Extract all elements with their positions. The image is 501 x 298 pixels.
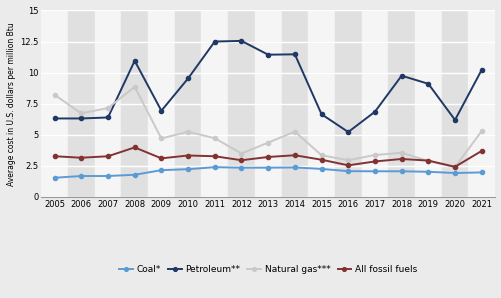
Bar (95, 10, 121, 197)
Bar (227, 10, 255, 197)
Coal* (52, 176, 58, 179)
Coal* (318, 167, 324, 171)
All fossil fuels (52, 154, 58, 158)
Bar (255, 10, 281, 197)
All fossil fuels (265, 155, 271, 159)
Petroleum** (398, 74, 404, 77)
All fossil fuels (371, 160, 377, 163)
Petroleum** (318, 112, 324, 116)
Petroleum** (238, 39, 244, 43)
Natural gas*** (105, 106, 111, 110)
All fossil fuels (78, 156, 84, 159)
Bar (414, 10, 441, 197)
Line: All fossil fuels: All fossil fuels (53, 145, 483, 169)
Petroleum** (211, 40, 217, 43)
Petroleum** (105, 116, 111, 119)
All fossil fuels (318, 158, 324, 162)
Bar (387, 10, 414, 197)
Petroleum** (478, 68, 484, 72)
All fossil fuels (211, 154, 217, 158)
Coal* (451, 171, 457, 175)
Y-axis label: Average cost in U.S. dollars per million Btu: Average cost in U.S. dollars per million… (7, 22, 16, 186)
Natural gas*** (345, 159, 351, 162)
All fossil fuels (424, 159, 430, 162)
Natural gas*** (211, 136, 217, 140)
Bar (467, 10, 494, 197)
Bar (281, 10, 308, 197)
Natural gas*** (398, 151, 404, 155)
Natural gas*** (451, 165, 457, 169)
Coal* (105, 174, 111, 178)
Coal* (185, 167, 191, 171)
Natural gas*** (478, 129, 484, 133)
Coal* (371, 170, 377, 173)
Petroleum** (451, 118, 457, 122)
All fossil fuels (345, 164, 351, 167)
Natural gas*** (131, 85, 137, 89)
Coal* (78, 174, 84, 178)
Petroleum** (158, 109, 164, 113)
All fossil fuels (291, 153, 297, 157)
Bar (201, 10, 227, 197)
All fossil fuels (398, 157, 404, 161)
Coal* (424, 170, 430, 173)
Bar (361, 10, 387, 197)
Natural gas*** (185, 130, 191, 134)
Natural gas*** (52, 93, 58, 97)
Coal* (158, 168, 164, 172)
All fossil fuels (451, 165, 457, 169)
Bar (308, 10, 334, 197)
Natural gas*** (424, 159, 430, 163)
Coal* (131, 173, 137, 176)
Line: Natural gas***: Natural gas*** (53, 85, 483, 169)
Natural gas*** (238, 152, 244, 155)
All fossil fuels (105, 154, 111, 158)
Coal* (345, 169, 351, 173)
Coal* (398, 170, 404, 173)
Petroleum** (52, 117, 58, 120)
Natural gas*** (78, 111, 84, 115)
Coal* (478, 171, 484, 174)
Bar (41, 10, 68, 197)
Bar (148, 10, 174, 197)
Natural gas*** (318, 153, 324, 157)
Petroleum** (185, 77, 191, 80)
Petroleum** (345, 130, 351, 134)
Natural gas*** (291, 130, 297, 134)
Bar (68, 10, 95, 197)
All fossil fuels (185, 154, 191, 157)
Petroleum** (131, 59, 137, 63)
Petroleum** (291, 52, 297, 56)
Natural gas*** (158, 137, 164, 140)
Petroleum** (424, 82, 430, 86)
Petroleum** (371, 110, 377, 114)
Line: Petroleum**: Petroleum** (53, 39, 483, 134)
All fossil fuels (238, 159, 244, 162)
Bar (174, 10, 201, 197)
Petroleum** (78, 117, 84, 120)
Petroleum** (265, 53, 271, 57)
Legend: Coal*, Petroleum**, Natural gas***, All fossil fuels: Coal*, Petroleum**, Natural gas***, All … (116, 261, 420, 277)
All fossil fuels (478, 149, 484, 153)
Bar (441, 10, 467, 197)
Coal* (211, 165, 217, 169)
Bar (334, 10, 361, 197)
Coal* (291, 166, 297, 169)
Line: Coal*: Coal* (53, 165, 483, 180)
Coal* (238, 166, 244, 170)
Bar (121, 10, 148, 197)
Natural gas*** (265, 141, 271, 144)
Coal* (265, 166, 271, 170)
Natural gas*** (371, 153, 377, 157)
All fossil fuels (158, 156, 164, 160)
All fossil fuels (131, 146, 137, 149)
